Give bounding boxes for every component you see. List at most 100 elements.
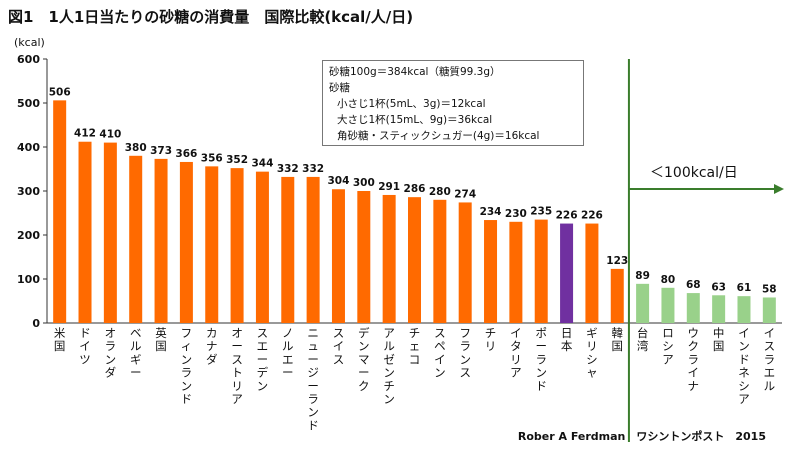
bar [484, 220, 498, 323]
category-label: スペイン [434, 326, 446, 380]
bar-value-label: 344 [251, 158, 273, 170]
category-label: ポーランド [535, 326, 547, 393]
note-line: 小さじ1杯(5mL、3g)＝12kcal [337, 98, 486, 110]
threshold-label: ＜100kcal/日 [650, 165, 738, 181]
bar-value-label: 506 [49, 86, 71, 98]
category-label: イタリア [510, 326, 522, 380]
bar [560, 223, 574, 323]
bar-value-label: 89 [635, 270, 650, 282]
category-label: ギリシャ [586, 326, 598, 380]
category-label: デンマーク [358, 326, 370, 393]
bar [53, 100, 67, 323]
category-label: オーストリア [231, 326, 243, 406]
bar [534, 219, 548, 323]
category-label: ノルエー [282, 326, 294, 380]
bar-value-label: 80 [661, 274, 676, 286]
bar-value-label: 280 [429, 186, 451, 198]
category-label: 英国 [155, 326, 167, 353]
bar [154, 158, 168, 323]
category-label: スエーデン [257, 326, 269, 393]
y-tick-label: 100 [17, 273, 40, 286]
bar-value-label: 61 [737, 282, 752, 294]
bar-value-label: 291 [378, 181, 400, 193]
category-label: 中国 [713, 326, 725, 353]
chart-title: 図1 1人1日当たりの砂糖の消費量 国際比較(kcal/人/日) [8, 8, 414, 26]
y-tick-label: 500 [17, 97, 40, 110]
bar [129, 155, 143, 323]
bar [281, 176, 295, 323]
bar-value-label: 300 [353, 177, 375, 189]
bar-value-label: 412 [74, 128, 96, 140]
category-label: アルゼンチン [383, 326, 395, 406]
bar [636, 283, 650, 323]
category-label: イスラエル [764, 326, 776, 393]
bar-value-label: 373 [150, 145, 172, 157]
category-label: フィンランド [181, 326, 193, 406]
note-line: 砂糖 [329, 82, 350, 94]
category-label: 日本 [561, 326, 573, 353]
category-label: ドイツ [79, 326, 91, 366]
category-label: カナダ [206, 326, 218, 366]
bar [179, 161, 193, 323]
bar [306, 176, 320, 323]
bar [610, 268, 624, 323]
bar-value-label: 235 [530, 206, 552, 218]
category-label: スイス [333, 326, 345, 366]
bar-value-label: 380 [125, 142, 147, 154]
bar [661, 287, 675, 323]
y-tick-label: 600 [17, 53, 40, 66]
bar [230, 168, 244, 323]
bar-value-label: 286 [404, 183, 426, 195]
category-label: フランス [459, 326, 471, 380]
bar [255, 171, 269, 323]
bar-value-label: 410 [99, 129, 121, 141]
category-label: 台湾 [637, 326, 649, 353]
sugar-calorie-note: 砂糖100g＝384kcal（糖質99.3g） 砂糖 小さじ1杯(5mL、3g)… [322, 60, 584, 146]
bar [509, 221, 523, 323]
bar [762, 297, 776, 323]
bar-value-label: 356 [201, 152, 223, 164]
bar [433, 199, 447, 323]
bar-value-label: 226 [556, 210, 578, 222]
bar-value-label: 366 [175, 148, 197, 160]
y-tick-label: 400 [17, 141, 40, 154]
category-label: 韓国 [612, 326, 624, 353]
bar [357, 191, 371, 323]
bar [737, 296, 751, 323]
note-line: 砂糖100g＝384kcal（糖質99.3g） [329, 66, 501, 78]
bar-value-label: 68 [686, 279, 701, 291]
bar [331, 189, 345, 323]
bar-value-label: 123 [606, 255, 628, 267]
y-tick-label: 300 [17, 185, 40, 198]
bar-value-label: 274 [454, 188, 476, 200]
bar [458, 202, 472, 323]
bar [78, 141, 92, 323]
bar-value-label: 234 [480, 206, 502, 218]
bar-value-label: 304 [328, 175, 350, 187]
bar-value-label: 332 [302, 163, 324, 175]
bar [103, 142, 117, 323]
y-tick-label: 200 [17, 229, 40, 242]
category-label: 米国 [54, 326, 66, 353]
bar-value-label: 63 [711, 281, 726, 293]
category-label: ロシア [662, 326, 674, 366]
category-label: チェコ [409, 326, 421, 366]
category-label: ウクライナ [688, 326, 700, 393]
bar-value-label: 332 [277, 163, 299, 175]
bar [585, 223, 599, 323]
bar [686, 293, 700, 323]
bar-value-label: 230 [505, 208, 527, 220]
category-label: インドネシア [738, 326, 750, 406]
note-line: 大さじ1杯(15mL、9g)＝36kcal [337, 114, 493, 126]
bar [382, 194, 396, 323]
category-label: ニュージーランド [307, 326, 319, 432]
y-tick-label: 0 [32, 317, 40, 330]
bar [205, 166, 219, 323]
category-label: ベルギー [130, 326, 142, 380]
source-credit: Rober A Ferdman ワシントンポスト 2015 [517, 430, 766, 443]
category-label: オランダ [105, 326, 117, 380]
bar-value-label: 58 [762, 283, 777, 295]
threshold-arrow-head [774, 184, 784, 194]
bar [408, 197, 421, 323]
